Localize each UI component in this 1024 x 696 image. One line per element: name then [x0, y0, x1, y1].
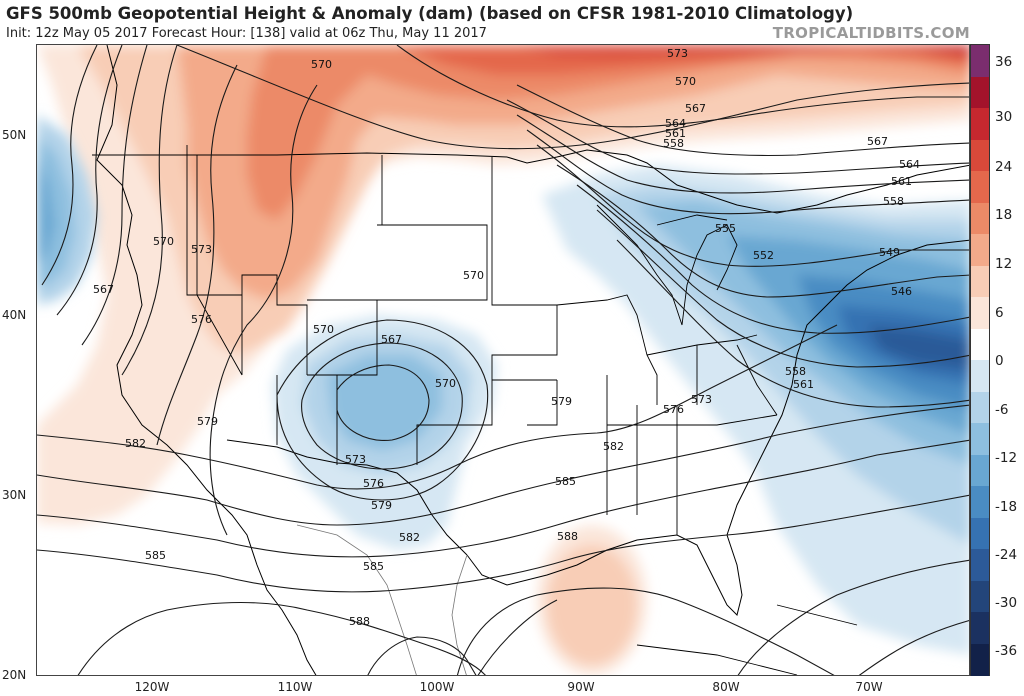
- contour-label: 579: [197, 415, 218, 428]
- colorbar-swatch: [971, 486, 989, 518]
- colorbar-label: 6: [995, 305, 1004, 321]
- contour-label: 558: [883, 195, 904, 208]
- contour-label: 567: [685, 102, 706, 115]
- contour-label: 561: [891, 175, 912, 188]
- lon-label-110w: 110W: [277, 680, 313, 694]
- lat-label-40n: 40N: [2, 308, 27, 322]
- lon-label-70w: 70W: [855, 680, 883, 694]
- colorbar-label: 24: [995, 159, 1013, 175]
- contour-label: 582: [399, 531, 420, 544]
- contour-label: 561: [665, 127, 686, 140]
- lon-label-80w: 80W: [712, 680, 740, 694]
- colorbar-swatch: [971, 234, 989, 266]
- contour-label: 570: [153, 235, 174, 248]
- contour-label: 573: [667, 47, 688, 60]
- lat-label-20n: 20N: [2, 668, 27, 682]
- colorbar-swatch: [971, 612, 989, 644]
- colorbar-swatch: [971, 517, 989, 550]
- lat-label-30n: 30N: [2, 488, 27, 502]
- colorbar-label: 18: [995, 207, 1013, 223]
- contour-label: 570: [463, 269, 484, 282]
- contour-label: 561: [793, 378, 814, 391]
- contour-label: 573: [691, 393, 712, 406]
- negative-anomaly-shading: [37, 115, 969, 655]
- colorbar-swatch: [971, 297, 989, 329]
- map-panel: 573 570 567 564 561 558 555 552 549 546 …: [36, 44, 970, 676]
- contour-label: 576: [363, 477, 384, 490]
- colorbar-swatch: [971, 391, 989, 424]
- colorbar-swatch: [971, 45, 989, 77]
- colorbar-swatch: [971, 549, 989, 581]
- colorbar-label: -36: [995, 643, 1018, 659]
- contour-label: 564: [899, 158, 920, 171]
- colorbar-swatch: [971, 643, 989, 676]
- colorbar-label: -12: [995, 450, 1018, 466]
- colorbar-swatch: [971, 108, 989, 140]
- contour-label: 576: [663, 403, 684, 416]
- contour-label: 585: [363, 560, 384, 573]
- contour-label: 582: [603, 440, 624, 453]
- contour-label: 567: [93, 283, 114, 296]
- contour-label: 546: [891, 285, 912, 298]
- colorbar-label: 0: [995, 353, 1004, 369]
- colorbar-swatch: [971, 580, 989, 613]
- contour-label: 555: [715, 222, 736, 235]
- contour-label: 576: [191, 313, 212, 326]
- contour-label: 567: [867, 135, 888, 148]
- brand-watermark: TROPICALTIDBITS.COM: [772, 24, 970, 42]
- lon-label-100w: 100W: [419, 680, 455, 694]
- contour-label: 573: [191, 243, 212, 256]
- colorbar-label: 36: [995, 54, 1013, 70]
- anomaly-colorbar: [970, 44, 990, 676]
- contour-label: 567: [381, 333, 402, 346]
- map-canvas: 573 570 567 564 561 558 555 552 549 546 …: [37, 45, 969, 675]
- map-title: GFS 500mb Geopotential Height & Anomaly …: [6, 4, 854, 23]
- contour-label: 582: [125, 437, 146, 450]
- colorbar-label: -6: [995, 402, 1009, 418]
- contour-label: 558: [785, 365, 806, 378]
- height-contours: [37, 45, 969, 675]
- contour-label: 558: [663, 137, 684, 150]
- contour-label: 549: [879, 246, 900, 259]
- contour-labels: 573 570 567 564 561 558 555 552 549 546 …: [93, 47, 920, 628]
- colorbar-swatch: [971, 202, 989, 235]
- colorbar-swatch: [971, 76, 989, 109]
- contour-label: 564: [665, 117, 686, 130]
- colorbar-label: -24: [995, 547, 1018, 563]
- colorbar-swatch: [971, 454, 989, 487]
- colorbar-label: 30: [995, 109, 1013, 125]
- colorbar-swatch: [971, 423, 989, 455]
- contour-label: 570: [313, 323, 334, 336]
- contour-label: 579: [551, 395, 572, 408]
- contour-label: 585: [555, 475, 576, 488]
- positive-anomaly-shading: [37, 45, 969, 675]
- colorbar-swatch: [971, 265, 989, 298]
- map-subtitle: Init: 12z May 05 2017 Forecast Hour: [13…: [6, 26, 487, 41]
- colorbar-swatch: [971, 328, 989, 361]
- colorbar-label: -18: [995, 499, 1018, 515]
- contour-label: 579: [371, 499, 392, 512]
- colorbar-label: -30: [995, 595, 1018, 611]
- contour-label: 570: [675, 75, 696, 88]
- contour-label: 585: [145, 549, 166, 562]
- colorbar-swatch: [971, 171, 989, 203]
- colorbar-swatch: [971, 139, 989, 172]
- contour-label: 573: [345, 453, 366, 466]
- contour-label: 570: [435, 377, 456, 390]
- lon-label-90w: 90W: [567, 680, 595, 694]
- colorbar-swatch: [971, 360, 989, 392]
- contour-label: 588: [349, 615, 370, 628]
- map-boundaries: [92, 45, 969, 675]
- contour-label: 588: [557, 530, 578, 543]
- contour-label: 570: [311, 58, 332, 71]
- lon-label-120w: 120W: [134, 680, 170, 694]
- colorbar-label: 12: [995, 256, 1013, 272]
- contour-label: 552: [753, 249, 774, 262]
- lat-label-50n: 50N: [2, 128, 27, 142]
